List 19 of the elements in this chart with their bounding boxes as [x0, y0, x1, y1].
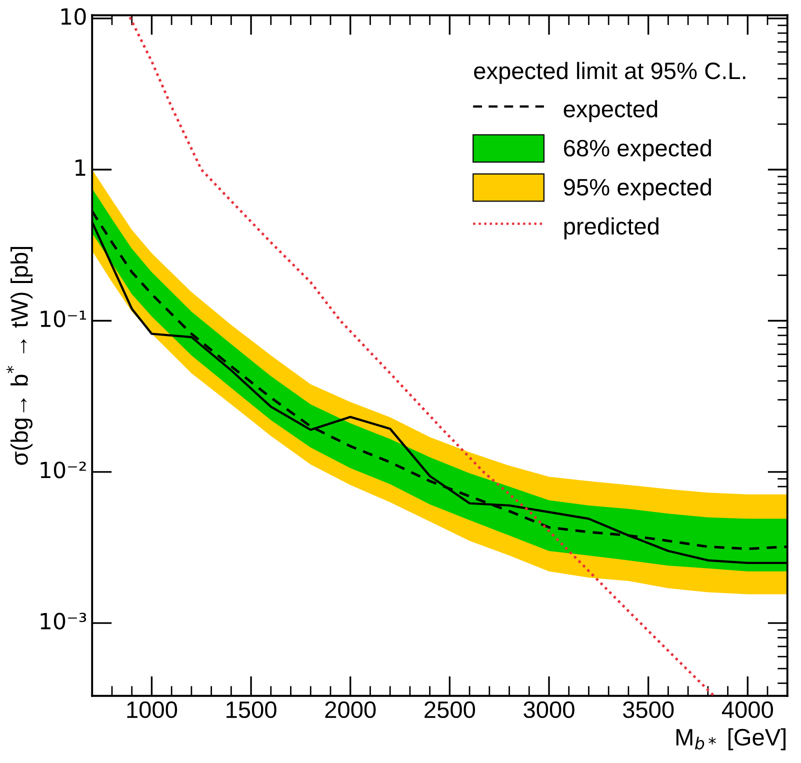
- legend-label: 95% expected: [564, 178, 711, 200]
- y-tick-label: 10⁻¹: [40, 310, 86, 328]
- x-tick-label: 1000: [127, 701, 178, 718]
- y-tick-label: 10⁻³: [40, 612, 86, 630]
- y-tick-label: 10⁻²: [40, 462, 86, 478]
- legend-label: 68% expected: [564, 139, 711, 162]
- legend-label: expected: [564, 100, 658, 122]
- legend-label: predicted: [564, 217, 658, 240]
- x-tick-label: 1500: [226, 701, 276, 718]
- x-tick-label: 3000: [524, 701, 574, 718]
- x-tick-label: 3500: [622, 701, 674, 718]
- x-tick-label: 2000: [325, 701, 376, 718]
- y-tick-label: 1: [76, 160, 86, 176]
- y-axis-title: σ(bg→ b$^{*}$ → tW) [pb]: [6, 246, 33, 465]
- y-tick-label: 10: [61, 8, 86, 25]
- x-tick-label: 4000: [722, 701, 773, 718]
- x-axis-title: M$_{b*}$ [GeV]: [676, 728, 786, 750]
- x-tick-label: 2500: [424, 701, 476, 718]
- legend-title: expected limit at 95% C.L.: [474, 62, 746, 84]
